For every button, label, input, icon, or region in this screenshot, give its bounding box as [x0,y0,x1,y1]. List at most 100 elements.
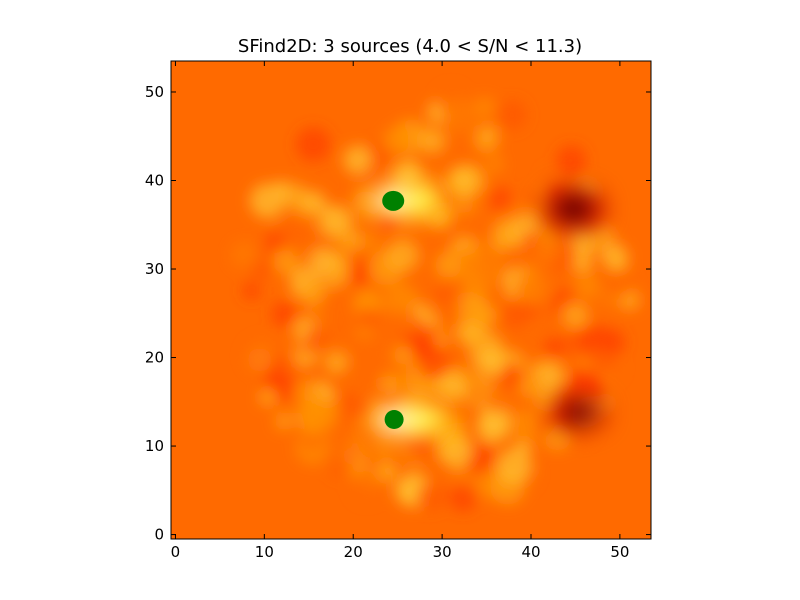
texture-blob [302,190,326,215]
texture-blob [243,338,278,373]
texture-blob [437,371,467,402]
y-tick-label: 30 [145,260,164,278]
texture-blob [361,374,382,394]
texture-blob [476,347,506,377]
texture-blob [303,325,329,350]
x-tick-label: 50 [610,543,629,561]
texture-blob [400,481,421,502]
texture-blob [488,187,513,212]
texture-blob [514,269,550,306]
source-marker[interactable] [382,190,405,211]
texture-blob [511,420,538,447]
texture-blob [573,273,600,300]
texture-blob [473,128,499,154]
texture-blob [456,193,482,218]
texture-blob [343,145,373,175]
texture-blob [500,300,529,329]
x-tick-label: 30 [433,543,452,561]
texture-blob [599,289,619,310]
texture-blob [534,314,552,331]
texture-blob [419,127,446,155]
texture-blob [417,347,451,380]
heatmap-texture [230,86,640,512]
texture-blob [603,244,628,270]
texture-blob [385,238,420,273]
x-tick-label: 20 [344,543,363,561]
texture-blob [531,360,548,378]
texture-blob [242,281,261,301]
texture-blob [304,397,340,433]
texture-blob [584,344,614,374]
texture-blob [458,295,492,329]
texture-blob [379,213,398,232]
texture-blob [474,96,496,118]
x-axis: 0 10 20 30 40 50 [171,61,629,561]
texture-blob [346,394,371,419]
chart-title: SFind2D: 3 sources (4.0 < S/N < 11.3) [238,36,582,57]
texture-blob [318,204,351,238]
texture-blob [435,251,462,279]
texture-blob [518,374,543,399]
texture-blob [473,250,509,286]
texture-blob [498,362,523,388]
plot-frame [170,60,652,540]
y-axis: 0 10 20 30 40 50 [145,83,651,544]
texture-blob [561,301,589,329]
texture-blob [376,460,398,482]
texture-blob [300,279,327,306]
texture-blob [533,236,561,264]
texture-blob [350,470,384,503]
texture-blob [440,434,474,468]
x-tick-label: 10 [255,543,274,561]
texture-blob [447,165,478,196]
texture-blob [358,306,380,328]
texture-blob [416,482,445,511]
texture-blob [556,145,587,176]
texture-blob [259,388,276,406]
y-tick-label: 0 [154,526,164,544]
plot-area [170,60,652,540]
texture-blob [485,386,512,414]
texture-blob [535,219,558,242]
dark-source-core [555,196,592,222]
source-marker[interactable] [384,410,404,429]
texture-blob [294,379,320,404]
dark-source-core [561,401,595,424]
y-tick-label: 40 [145,172,164,190]
texture-blob [382,126,410,154]
texture-blob [496,448,532,484]
texture-blob [476,410,510,444]
texture-blob [359,288,377,307]
y-tick-label: 10 [145,437,164,455]
texture-blob [393,345,414,365]
texture-blob [264,231,286,254]
texture-blob [308,247,338,278]
texture-blob [359,232,380,254]
texture-blob [441,97,478,134]
texture-blob [393,159,423,190]
x-tick-label: 40 [521,543,540,561]
texture-blob [544,336,566,358]
texture-blob [351,330,382,362]
texture-blob [486,155,504,173]
texture-blob [281,357,301,378]
texture-blobs [230,86,640,512]
texture-blob [274,411,294,431]
x-tick-label: 0 [171,543,181,561]
texture-blob [491,236,509,254]
texture-blob [347,259,374,286]
texture-blob [249,183,285,219]
texture-blob [326,440,360,474]
y-tick-label: 50 [145,83,164,101]
texture-blob [542,168,560,185]
texture-blob [295,127,331,162]
texture-blob [304,303,325,325]
texture-blob [324,350,349,375]
texture-blob [393,308,423,337]
texture-blob [389,373,406,390]
texture-blob [384,282,419,317]
texture-blob [585,247,606,269]
texture-blob [333,232,350,250]
texture-blob [281,183,309,210]
